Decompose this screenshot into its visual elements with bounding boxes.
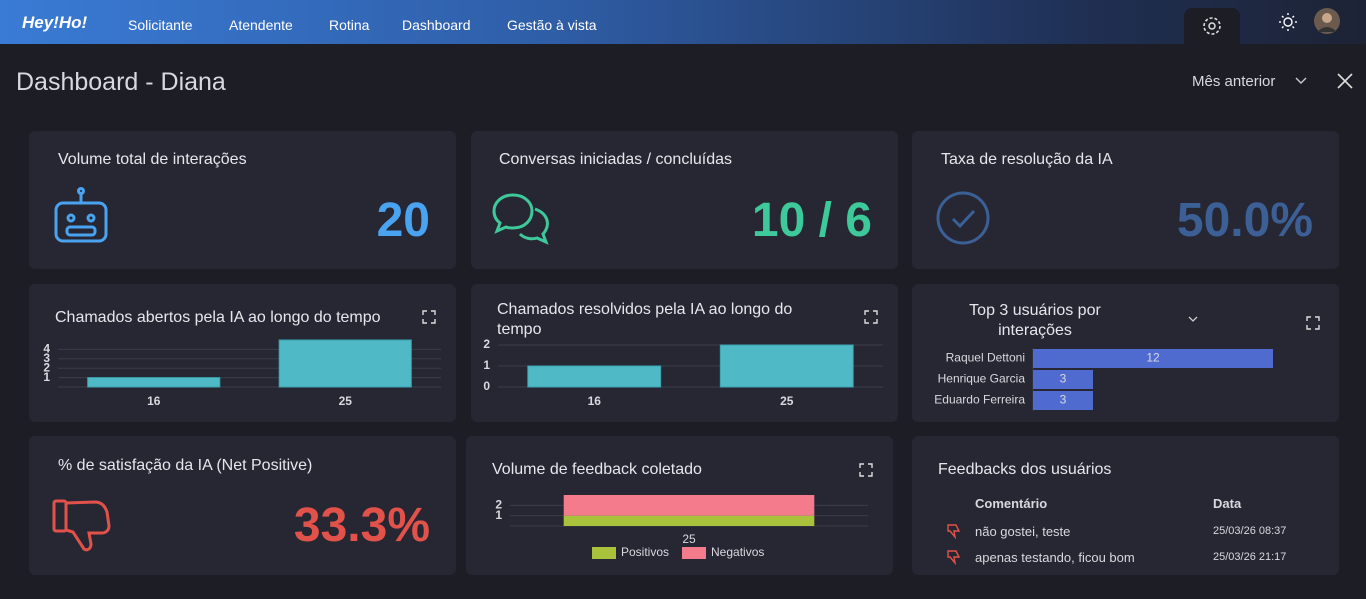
thumbs-down-icon <box>947 524 961 539</box>
y-tick-label: 2 <box>483 337 490 351</box>
chart-card: Chamados abertos pela IA ao longo do tem… <box>29 284 456 422</box>
theme-toggle[interactable] <box>1277 11 1299 33</box>
value-label: 12 <box>1146 351 1160 365</box>
kpi-card: % de satisfação da IA (Net Positive) 33.… <box>29 436 456 575</box>
chart: 0 1 2 16 25 <box>483 310 883 408</box>
y-tick-label: Henrique Garcia <box>938 372 1026 386</box>
bar <box>1033 370 1093 389</box>
bar <box>1033 391 1093 410</box>
dropdown-chevron <box>1188 316 1198 322</box>
chart-card: Volume de feedback coletado 1 2 25 Positivo… <box>466 436 893 575</box>
thumbs-down-icon <box>52 499 111 552</box>
navbar: Hey!Ho! Solicitante Atendente Rotina Das… <box>0 0 1366 44</box>
y-tick-label: 1 <box>483 358 490 372</box>
x-tick-label: 16 <box>147 394 161 408</box>
table-card: Feedbacks dos usuários Comentário Data n… <box>912 436 1339 575</box>
legend-label: Negativos <box>711 545 764 559</box>
value-label: 3 <box>1060 393 1067 407</box>
kpi-value: 20 <box>376 194 430 247</box>
chart: 12 25 Positivos Negativos <box>495 463 873 559</box>
fullscreen-button[interactable] <box>422 310 436 324</box>
y-tick-label: Raquel Dettoni <box>946 351 1025 365</box>
chart-card: Top 3 usuários por interações 12 Raquel D… <box>912 284 1339 422</box>
x-tick-label: 25 <box>780 394 794 408</box>
nav-item[interactable]: Solicitante <box>128 17 193 33</box>
chart-title: Volume de feedback coletado <box>492 461 702 478</box>
legend-label: Positivos <box>621 545 669 559</box>
bar-segment <box>563 515 815 526</box>
bar <box>87 377 221 388</box>
y-tick-label: 3 <box>43 351 50 365</box>
check-icon <box>936 191 990 245</box>
table-cell: apenas testando, ficou bom <box>975 550 1135 565</box>
fullscreen-button[interactable] <box>1306 316 1320 330</box>
kpi-value: 33.3% <box>293 499 430 552</box>
period-select[interactable]: Mês anterior <box>1192 73 1276 90</box>
x-tick-label: 16 <box>588 394 602 408</box>
card-title: Feedbacks dos usuários <box>938 461 1112 478</box>
nav-item[interactable]: Atendente <box>229 17 293 33</box>
kpi-value: 10 / 6 <box>751 194 872 247</box>
chart-title: Chamados resolvidos pela IA ao longo do … <box>497 301 793 338</box>
x-tick-label: 25 <box>339 394 353 408</box>
brand[interactable]: Hey!Ho! <box>22 13 88 32</box>
avatar[interactable] <box>1313 7 1341 35</box>
legend-swatch[interactable] <box>682 547 706 559</box>
bar <box>719 344 854 388</box>
close-button[interactable] <box>1336 72 1354 90</box>
nav-item[interactable]: Dashboard <box>402 17 471 33</box>
nav-item[interactable]: Rotina <box>329 17 370 33</box>
y-tick-label: 1 <box>43 370 50 384</box>
kpi-value: 50.0% <box>1176 194 1313 247</box>
chart-title: Chamados abertos pela IA ao longo do tem… <box>55 309 381 326</box>
fullscreen-button[interactable] <box>864 310 878 324</box>
page-title: Dashboard - Diana <box>16 68 226 96</box>
thumbs-down-icon <box>947 550 961 565</box>
bar-segment <box>563 495 815 516</box>
bar <box>527 365 662 388</box>
kpi-card: Volume total de interações 20 <box>29 131 456 269</box>
x-tick-label: 25 <box>682 532 696 546</box>
y-tick-label: 4 <box>43 342 50 356</box>
column-header: Data <box>1213 496 1242 511</box>
chat-icon <box>492 193 549 245</box>
y-tick-label: Eduardo Ferreira <box>934 393 1025 407</box>
table-cell: 25/03/26 08:37 <box>1213 525 1287 537</box>
chart-card: Chamados resolvidos pela IA ao longo do … <box>471 284 898 422</box>
value-label: 3 <box>1060 372 1067 386</box>
nav-item[interactable]: Gestão à vista <box>507 17 597 33</box>
table-cell: não gostei, teste <box>975 524 1071 539</box>
gear-icon <box>1203 17 1221 35</box>
legend-swatch[interactable] <box>592 547 616 559</box>
y-tick-label: 2 <box>495 498 502 512</box>
card-title: % de satisfação da IA (Net Positive) <box>58 457 313 474</box>
table-cell: 25/03/26 21:17 <box>1213 551 1287 563</box>
y-tick-label: 2 <box>43 360 50 374</box>
y-tick-label: 0 <box>483 379 490 393</box>
bar <box>1033 349 1273 368</box>
bar <box>278 339 412 388</box>
chart: 12 Raquel Dettoni 3 Henrique Garcia 3 Eduardo… <box>934 316 1320 411</box>
kpi-card: Conversas iniciadas / concluídas 10 / 6 <box>471 131 898 269</box>
card-title: Taxa de resolução da IA <box>941 151 1113 168</box>
fullscreen-button[interactable] <box>859 463 873 477</box>
chart-title[interactable]: Top 3 usuários por interações <box>969 302 1101 339</box>
kpi-card: Taxa de resolução da IA 50.0% <box>912 131 1339 269</box>
chevron <box>1295 77 1307 84</box>
y-tick-label: 1 <box>495 508 502 522</box>
settings-button[interactable] <box>1184 8 1240 44</box>
card-title: Conversas iniciadas / concluídas <box>499 151 733 168</box>
column-header: Comentário <box>975 496 1048 511</box>
robot-icon <box>54 187 108 243</box>
card-title: Volume total de interações <box>58 151 247 168</box>
